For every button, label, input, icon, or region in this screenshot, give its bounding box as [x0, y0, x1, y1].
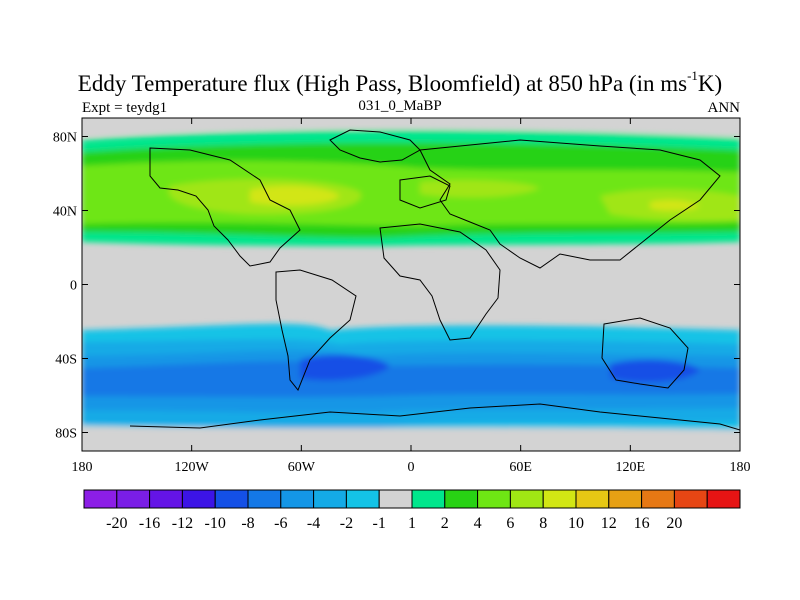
colorbar-label: 6: [506, 515, 514, 532]
colorbar-label: -16: [139, 515, 160, 532]
lat-label: 80N: [53, 131, 77, 146]
colorbar-label: -2: [340, 515, 353, 532]
lon-label: 180: [730, 460, 751, 475]
colorbar-label: -6: [274, 515, 287, 532]
colorbar-swatch: [608, 489, 643, 509]
sh-core-indian: [610, 359, 700, 383]
colorbar-label: 4: [474, 515, 482, 532]
colorbar-swatch: [575, 489, 610, 509]
africa-outline: [379, 223, 501, 341]
lon-label: 180: [72, 460, 93, 475]
lat-label: 40N: [53, 205, 77, 220]
south-america-outline: [275, 269, 357, 391]
lon-label: 120W: [175, 460, 210, 475]
colorbar-swatch: [247, 489, 282, 509]
colorbar-label: 20: [666, 515, 682, 532]
colorbar-swatch: [378, 489, 413, 509]
experiment-label: Expt = teydg1: [82, 100, 168, 116]
colorbar-label: 12: [601, 515, 617, 532]
map-field: [82, 118, 740, 451]
arctic-fill: [82, 118, 740, 136]
period-label: 031_0_MaBP: [358, 98, 442, 114]
colorbar-swatch: [477, 489, 511, 509]
sh-band-6: [82, 361, 740, 397]
colorbar-swatch: [83, 489, 118, 509]
antarctica-outline: [129, 403, 740, 431]
colorbar-swatch: [706, 489, 741, 509]
colorbar-label: -12: [172, 515, 193, 532]
colorbar-label: 2: [441, 515, 449, 532]
australia-outline: [601, 317, 689, 389]
lon-label: 60W: [288, 460, 316, 475]
colorbar-label: -10: [205, 515, 226, 532]
lat-label: 40S: [55, 353, 77, 368]
longitude-axis: 180 120W 60W 0 60E 120E 180: [72, 118, 751, 475]
colorbar-label: -20: [106, 515, 127, 532]
lon-label: 60E: [509, 460, 532, 475]
greenland-outline: [329, 129, 421, 163]
sh-core-atlantic: [300, 354, 390, 381]
colorbar-swatch: [280, 489, 315, 509]
colorbar-label: -1: [373, 515, 386, 532]
colorbar-label: 1: [408, 515, 416, 532]
north-america-outline: [149, 147, 301, 267]
colorbar: -20 -16 -12 -10 -8 -6 -4 -2 -1 1 2 4 6 8 10 12 16 20: [83, 489, 741, 532]
colorbar-swatch: [214, 489, 249, 509]
colorbar-swatch: [313, 489, 347, 509]
colorbar-swatch: [181, 489, 216, 509]
lon-label: 0: [408, 460, 415, 475]
europe-outline: [399, 175, 451, 209]
colorbar-label: 16: [634, 515, 650, 532]
colorbar-swatch: [444, 489, 479, 509]
antarctic-fill: [82, 426, 740, 451]
colorbar-swatch: [116, 489, 151, 509]
colorbar-label: 10: [568, 515, 584, 532]
colorbar-swatch: [411, 489, 446, 509]
colorbar-swatch: [345, 489, 380, 509]
colorbar-label: -4: [307, 515, 320, 532]
colorbar-swatch: [542, 489, 577, 509]
colorbar-swatch: [673, 489, 708, 509]
colorbar-swatch: [149, 489, 183, 509]
colorbar-label: 8: [539, 515, 547, 532]
colorbar-swatch: [641, 489, 675, 509]
lat-label: 80S: [55, 427, 77, 442]
colorbar-label: -8: [241, 515, 254, 532]
eurasia-outline: [419, 139, 721, 269]
nh-max-atlantic: [250, 185, 340, 206]
coastlines: [129, 129, 740, 431]
lon-label: 120E: [616, 460, 646, 475]
lat-label: 0: [70, 279, 77, 294]
season-label: ANN: [707, 100, 741, 116]
plot-title: Eddy Temperature flux (High Pass, Bloomf…: [77, 68, 723, 96]
latitude-axis: 80N 40N 0 40S 80S: [53, 131, 740, 442]
colorbar-swatch: [509, 489, 544, 509]
